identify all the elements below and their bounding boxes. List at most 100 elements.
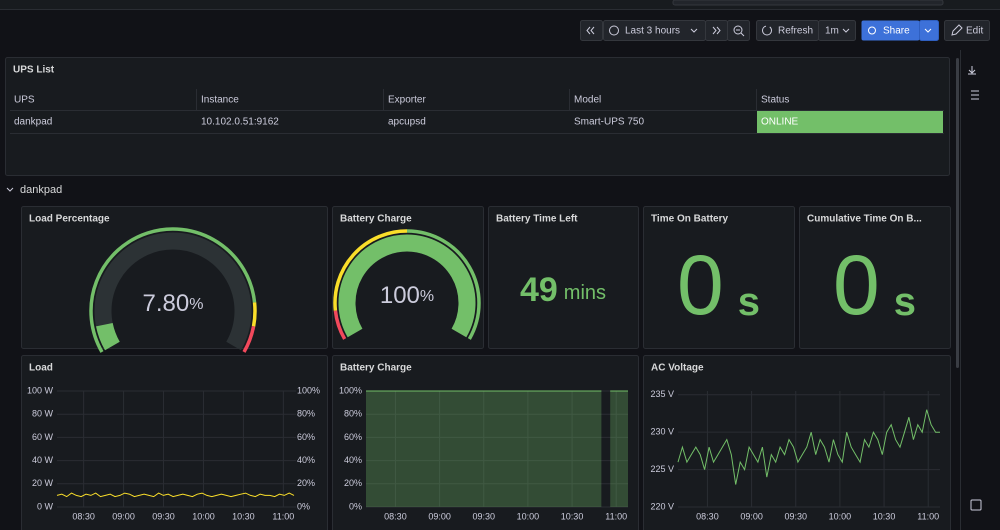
series-line [56,492,295,498]
gauge-threshold [406,229,481,340]
panel-title: Load Percentage [29,214,110,225]
panel: Battery Time Left 49 mins [488,206,639,349]
cell: dankpad [14,117,52,128]
share-button[interactable] [861,20,920,41]
x-tick-label: 08:30 [384,511,407,521]
x-tick-label: 10:00 [192,511,215,521]
panel-frame [332,355,639,530]
x-tick-label: 08:30 [72,511,95,521]
y2-tick-label: 80% [297,409,315,419]
x-tick-label: 11:00 [917,511,939,521]
ups-list-panel: UPS List UPS Instance Exporter Model Status d… [5,57,950,176]
x-tick-label: 11:00 [272,511,294,521]
panel: Load 0 W 20 W 40 W 60 W 80 W 100 W 0% 20% 40% 60% 8… [21,355,328,530]
cell: ONLINE [761,117,799,128]
refresh-label: Refresh [778,26,813,37]
y2-tick-label: 100% [297,385,320,395]
y-tick-label: 235 V [650,389,674,399]
panel-title: Time On Battery [651,214,728,225]
shift-forward-icon [712,26,721,35]
cell: Smart-UPS 750 [574,117,644,128]
sidebar-icon-import[interactable] [968,66,976,75]
sidebar-icon-dock[interactable] [970,499,982,511]
caret-icon [924,28,932,33]
row-title: dankpad [20,184,62,196]
x-tick-label: 09:00 [112,511,135,521]
cell: 10.102.0.51:9162 [201,117,279,128]
y2-tick-label: 40% [297,455,315,465]
y-tick-label: 0 W [37,501,54,511]
x-tick-label: 10:30 [232,511,255,521]
y-tick-label: 100 W [27,385,54,395]
gauge-threshold [242,325,256,353]
x-tick-label: 09:00 [428,511,451,521]
panel: Battery Charge 0% 20% 40% 60% 80% 100% 08:30 09:… [332,355,639,530]
y-tick-label: 20% [344,478,362,488]
panel-frame [488,206,639,349]
gauge-value: 100% [380,282,434,309]
y-tick-label: 60% [344,432,362,442]
panel: AC Voltage 220 V 225 V 230 V 235 V 08:30 09:00… [643,355,951,530]
gauge-unit: % [420,288,434,305]
y-tick-label: 80 W [32,409,54,419]
edit-icon [951,24,963,36]
top-nav [0,0,1000,9]
gauge-value: 7.80% [143,290,204,317]
gauge-threshold [89,227,257,353]
panel-title: AC Voltage [651,363,704,374]
search-box[interactable] [672,0,944,6]
zoom-icon [733,25,743,35]
edit-button[interactable] [944,20,990,41]
panel-title: Battery Charge [340,363,412,374]
panel: Cumulative Time On B... 0 s [799,206,951,349]
series-area [366,391,628,507]
y-tick-label: 40 W [32,455,54,465]
edit-label: Edit [966,26,983,37]
x-tick-label: 10:00 [829,511,852,521]
share-icon [868,26,876,35]
toolbar: Last 3 hours Refresh 1m Share Edit [580,20,990,41]
column-header: UPS [14,95,35,106]
row-collapse-icon[interactable] [6,187,14,192]
sidebar-icon-outline[interactable] [971,90,979,100]
panel: Battery Charge 100% [332,206,484,349]
panel-frame [643,355,951,530]
panel-title: Battery Time Left [496,214,578,225]
y2-tick-label: 20% [297,478,315,488]
x-tick-label: 10:00 [517,511,540,521]
scrollbar [956,58,959,368]
caret-icon [842,28,850,33]
status-cell [757,111,943,133]
caret-icon [690,28,698,33]
stat-value: 49 mins [520,271,606,309]
x-tick-label: 09:30 [472,511,495,521]
y-tick-label: 20 W [32,478,54,488]
column-header: Instance [201,95,239,106]
x-tick-label: 09:30 [784,511,807,521]
column-header: Status [761,95,789,106]
panel-title: Load [29,363,53,374]
x-tick-label: 08:30 [696,511,719,521]
stat-unit: mins [564,282,606,304]
y-tick-label: 220 V [650,501,674,511]
table: UPS Instance Exporter Model Status dankpad 10.… [10,89,944,134]
gauge-value-arc [96,322,120,351]
stat-number: 49 [520,271,558,309]
y-tick-label: 80% [344,409,362,419]
interval-button[interactable] [818,20,856,41]
gauge-value-arc [338,234,476,338]
stat-number: 0 [677,238,724,332]
panel-frame [799,206,951,349]
x-tick-label: 09:30 [152,511,175,521]
panel: Load Percentage 7.80% [21,206,328,353]
gauge-threshold [333,229,408,311]
gauge-threshold [251,302,257,327]
panel: Time On Battery 0 s [643,206,795,349]
stat-number: 0 [833,238,880,332]
gauge-unit: % [189,296,203,313]
gauge-track [94,232,252,351]
clock-icon [609,25,619,36]
